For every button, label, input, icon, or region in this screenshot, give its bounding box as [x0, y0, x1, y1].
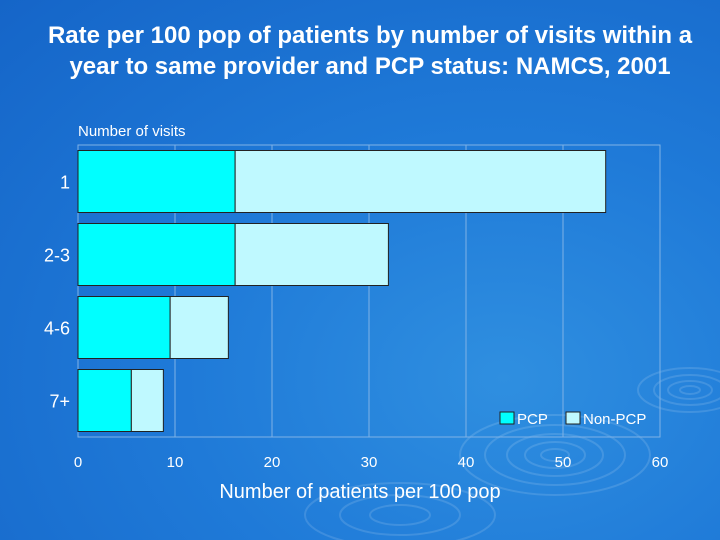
category-label: 7+: [49, 392, 70, 412]
bar-pcp-7+: [77, 369, 132, 432]
bar-nonpcp-1: [234, 150, 607, 213]
category-labels: 1 2-3 4-6 7+: [44, 173, 70, 412]
legend-label-nonpcp: Non-PCP: [583, 411, 646, 428]
bar-pcp-2-3: [77, 223, 236, 286]
x-tick-label: 50: [555, 454, 572, 471]
legend-swatch-pcp: [499, 411, 515, 425]
bars: [77, 150, 607, 432]
x-tick-label: 0: [74, 454, 82, 471]
chart-title: Rate per 100 pop of patients by number o…: [47, 22, 693, 80]
x-axis-title: Number of patients per 100 pop: [219, 481, 500, 503]
x-tick-label: 60: [652, 454, 669, 471]
x-tick-label: 10: [167, 454, 184, 471]
x-tick-label: 30: [361, 454, 378, 471]
legend-swatch-nonpcp: [565, 411, 581, 425]
x-tick-labels: 0 10 20 30 40 50 60: [74, 454, 669, 471]
bar-pcp-4-6: [77, 296, 171, 359]
legend-label-pcp: PCP: [517, 411, 548, 428]
bar-nonpcp-2-3: [234, 223, 389, 286]
x-tick-label: 40: [458, 454, 475, 471]
category-label: 2-3: [44, 246, 70, 266]
y-axis-title: Number of visits: [78, 123, 186, 140]
category-label: 4-6: [44, 319, 70, 339]
category-label: 1: [60, 173, 70, 193]
x-tick-label: 20: [264, 454, 281, 471]
bar-nonpcp-4-6: [169, 296, 229, 359]
bar-pcp-1: [77, 150, 236, 213]
legend: PCP Non-PCP: [499, 411, 646, 428]
bar-nonpcp-7+: [130, 369, 164, 432]
